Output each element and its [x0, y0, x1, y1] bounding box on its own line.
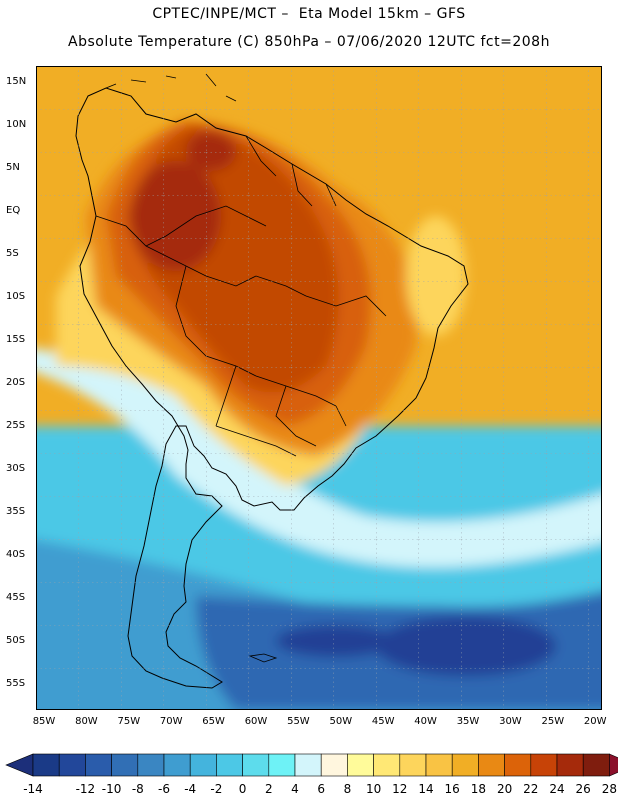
colorbar-label: 26: [575, 782, 591, 796]
lat-label: 50S: [6, 635, 26, 646]
colorbar-label: -4: [184, 782, 197, 796]
lon-label: 50W: [329, 716, 353, 727]
colorbar-label: 6: [317, 782, 325, 796]
lon-label: 60W: [244, 716, 268, 727]
lon-label: 45W: [371, 716, 395, 727]
colorbar-segment: [268, 753, 296, 777]
colorbar-segment: [347, 753, 374, 777]
colorbar-label: 18: [470, 782, 487, 796]
colorbar-segment: [294, 753, 322, 777]
colorbar-segment: [58, 753, 86, 777]
lon-label: 85W: [32, 716, 56, 727]
colorbar-segment: [189, 753, 217, 777]
colorbar-label: 14: [418, 782, 434, 796]
colorbar-label: 2: [264, 782, 273, 796]
colorbar-segment: [399, 753, 427, 777]
colorbar: [5, 753, 618, 777]
graticule: [36, 66, 602, 710]
colorbar-segment: [373, 753, 401, 777]
lon-label: 65W: [202, 716, 225, 727]
lat-label: 35S: [6, 506, 26, 517]
colorbar-label: -8: [131, 782, 144, 796]
lon-label: 70W: [159, 716, 183, 727]
colorbar-segment: [582, 753, 610, 777]
colorbar-segment: [163, 753, 191, 777]
map-subtitle: Absolute Temperature (C) 850hPa – 07/06/…: [68, 34, 550, 50]
colorbar-low-arrow: [5, 753, 34, 777]
lon-label: 80W: [75, 716, 98, 727]
lat-label: 30S: [6, 463, 26, 474]
lon-label: 20W: [583, 716, 607, 727]
lat-label: 40S: [6, 549, 26, 560]
colorbar-label: -12: [75, 782, 96, 796]
lat-label: EQ: [6, 205, 21, 216]
colorbar-label: -10: [101, 782, 122, 796]
colorbar-label: 12: [392, 782, 408, 796]
colorbar-segment: [504, 753, 532, 777]
colorbar-label: -2: [210, 782, 223, 796]
colorbar-segment: [32, 753, 60, 777]
lon-label: 35W: [456, 716, 480, 727]
lat-label: 15N: [6, 76, 27, 87]
colorbar-label: 10: [365, 782, 382, 796]
lat-label: 10S: [6, 291, 26, 302]
colorbar-segment: [425, 753, 453, 777]
colorbar-label: 24: [549, 782, 565, 796]
colorbar-label: 28: [601, 782, 618, 796]
temperature-map: [36, 66, 602, 710]
lat-label: 20S: [6, 377, 26, 388]
colorbar-label: 16: [444, 782, 460, 796]
colorbar-high-arrow: [609, 753, 618, 777]
lon-label: 30W: [499, 716, 522, 727]
colorbar-segment: [478, 753, 505, 777]
colorbar-segment: [85, 753, 112, 777]
map-title: CPTEC/INPE/MCT – Eta Model 15km – GFS: [152, 6, 466, 22]
colorbar-segment: [111, 753, 139, 777]
lat-label: 10N: [6, 119, 27, 130]
colorbar-segment: [216, 753, 243, 777]
colorbar-label: 0: [238, 782, 247, 796]
lon-label: 25W: [541, 716, 565, 727]
colorbar-label: 8: [343, 782, 352, 796]
lat-label: 5N: [6, 162, 20, 173]
colorbar-label: 20: [496, 782, 513, 796]
colorbar-label: -14: [23, 782, 43, 796]
lon-label: 40W: [414, 716, 437, 727]
lon-label: 75W: [117, 716, 141, 727]
colorbar-segment: [451, 753, 479, 777]
lat-label: 55S: [6, 678, 26, 689]
colorbar-segment: [530, 753, 558, 777]
colorbar-segment: [137, 753, 165, 777]
lon-label: 55W: [287, 716, 310, 727]
colorbar-label: -6: [158, 782, 170, 796]
lat-label: 45S: [6, 592, 26, 603]
lat-label: 25S: [6, 420, 26, 431]
colorbar-segment: [556, 753, 584, 777]
colorbar-segment: [242, 753, 270, 777]
colorbar-label: 22: [523, 782, 539, 796]
colorbar-segment: [320, 753, 348, 777]
lat-label: 15S: [6, 334, 26, 345]
colorbar-label: 4: [291, 782, 299, 796]
lat-label: 5S: [6, 248, 19, 259]
